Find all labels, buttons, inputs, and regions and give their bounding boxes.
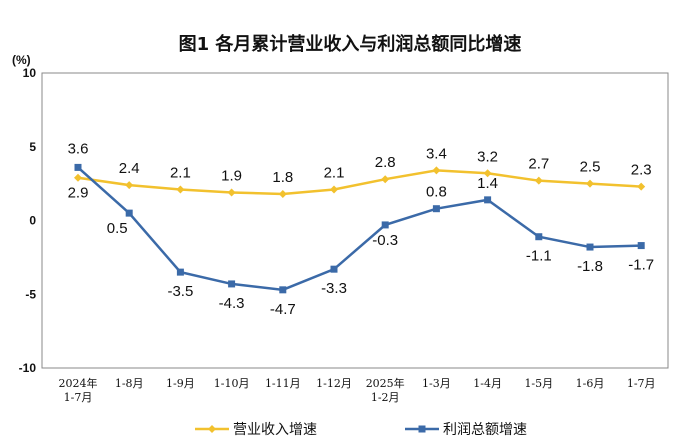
- y-tick-label: 0: [29, 214, 36, 228]
- data-point: [586, 243, 594, 251]
- data-point: [74, 173, 82, 182]
- x-tick-label: 2025年: [366, 376, 405, 390]
- x-tick-label: 1-3月: [422, 377, 451, 390]
- data-label: -4.3: [219, 295, 245, 312]
- data-point: [381, 175, 390, 184]
- x-tick-label: 1-11月: [265, 377, 301, 390]
- data-label: 0.5: [107, 220, 128, 237]
- data-label: -3.5: [167, 283, 193, 300]
- data-label: 3.2: [477, 148, 498, 165]
- data-label: 3.4: [426, 145, 447, 162]
- data-label: -4.7: [270, 301, 296, 318]
- legend-marker: [208, 425, 216, 433]
- data-point: [637, 242, 645, 250]
- data-label: -1.1: [526, 248, 552, 265]
- data-label: 0.8: [426, 184, 447, 201]
- data-point: [125, 209, 133, 217]
- x-tick-label: 1-9月: [166, 377, 195, 390]
- x-tick-label: 1-12月: [316, 377, 352, 390]
- data-label: 1.9: [221, 167, 242, 184]
- data-label: 2.8: [375, 154, 396, 171]
- data-point: [227, 188, 236, 197]
- data-label: 2.9: [68, 185, 89, 202]
- data-point: [586, 179, 594, 188]
- data-point: [484, 196, 492, 204]
- data-point: [432, 205, 440, 213]
- data-point: [637, 182, 646, 191]
- legend-label: 营业收入增速: [233, 422, 317, 438]
- data-label: 2.4: [119, 160, 140, 177]
- data-label: 1.8: [272, 169, 293, 186]
- x-tick-label: 1-10月: [214, 377, 250, 390]
- data-point: [176, 268, 184, 276]
- x-tick-label: 2024年: [59, 376, 98, 390]
- y-tick-label: -10: [19, 361, 37, 375]
- chart-title: 图1 各月累计营业收入与利润总额同比增速: [179, 33, 522, 55]
- x-tick-label: 1-7月: [64, 391, 93, 404]
- series-line: [77, 166, 642, 292]
- data-point: [125, 181, 134, 190]
- x-tick-label: 1-7月: [627, 377, 656, 390]
- data-point: [176, 185, 185, 194]
- y-tick-label: 5: [29, 140, 36, 154]
- data-label: 1.4: [477, 175, 498, 192]
- data-label: 2.3: [631, 162, 652, 179]
- x-tick-label: 1-4月: [473, 377, 502, 390]
- legend-label: 利润总额增速: [443, 422, 527, 438]
- data-label: -3.3: [321, 280, 347, 297]
- y-tick-label: 10: [23, 66, 37, 80]
- plot-area: [41, 72, 669, 369]
- legend-marker: [418, 425, 426, 433]
- data-label: -0.3: [372, 232, 398, 249]
- x-tick-label: 1-2月: [371, 391, 400, 404]
- series-line: [77, 169, 642, 196]
- y-tick-label: -5: [25, 287, 36, 301]
- data-point: [534, 176, 543, 185]
- x-tick-label: 1-5月: [524, 377, 553, 390]
- data-label: 2.1: [170, 165, 191, 182]
- y-axis-unit: (%): [12, 53, 31, 67]
- data-label: 2.5: [580, 159, 601, 176]
- data-point: [278, 189, 287, 198]
- data-point: [228, 280, 236, 288]
- data-label: 3.6: [68, 140, 89, 157]
- data-point: [330, 185, 338, 194]
- data-label: 2.7: [528, 156, 549, 173]
- data-point: [74, 163, 82, 171]
- data-point: [483, 169, 492, 178]
- x-tick-label: 1-8月: [115, 377, 144, 390]
- data-point: [535, 233, 543, 241]
- data-label: -1.8: [577, 258, 603, 275]
- data-point: [330, 265, 338, 273]
- data-point: [432, 166, 441, 175]
- data-label: -1.7: [628, 257, 654, 274]
- data-label: 2.1: [324, 165, 345, 182]
- x-tick-label: 1-6月: [576, 377, 605, 390]
- data-point: [279, 286, 287, 294]
- data-point: [381, 221, 389, 229]
